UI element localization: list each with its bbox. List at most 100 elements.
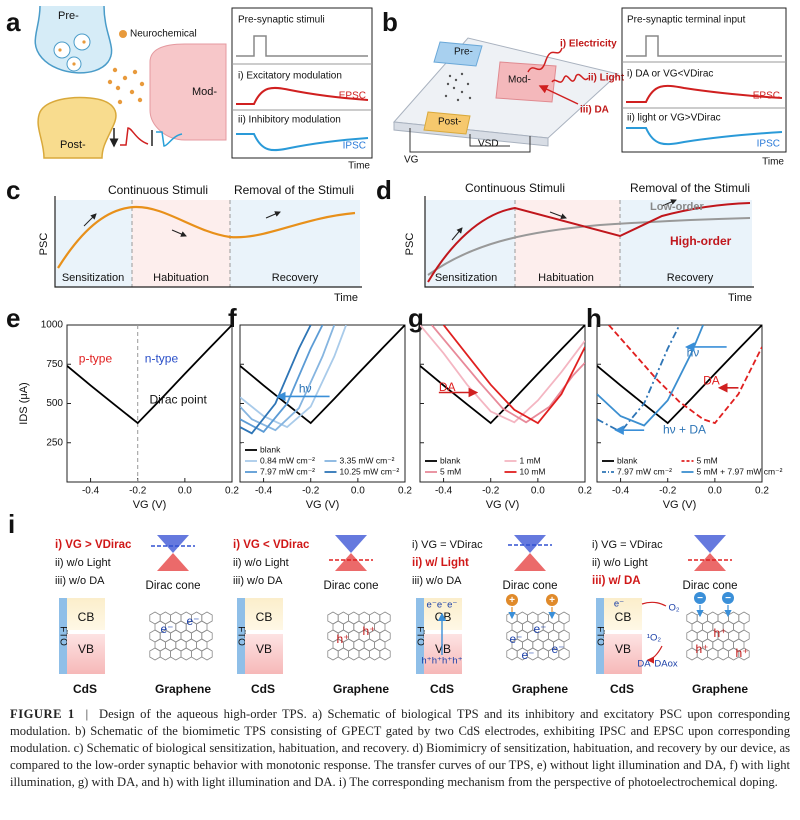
label-excitatory: i) Excitatory modulation <box>238 71 342 82</box>
label-post: Post- <box>60 139 86 151</box>
epsc-trace <box>626 84 783 103</box>
phase-label: Sensitization <box>62 272 124 284</box>
series-line <box>431 325 585 424</box>
cds-carrier: O₂ <box>668 603 679 614</box>
graphene-carrier: e⁻ <box>186 614 199 628</box>
graphene-carrier: e⁻ <box>509 632 522 646</box>
trend-arrow <box>171 229 187 237</box>
x-tick-label: -0.4 <box>82 486 100 497</box>
annotation: Dirac point <box>150 393 208 407</box>
graphene-hex <box>159 647 172 661</box>
vb-label: VB <box>256 642 272 656</box>
label-time: Time <box>348 161 370 172</box>
phase-band <box>425 200 515 287</box>
psc-icons <box>109 127 183 148</box>
label-electricity: i) Electricity <box>560 39 617 50</box>
fto-bar <box>237 598 245 674</box>
cone-top <box>514 535 546 553</box>
legend-label: 7.97 mW cm⁻² <box>617 466 672 476</box>
graphene-title: Graphene <box>692 682 748 696</box>
caption-label: FIGURE 1 <box>10 707 75 721</box>
cds-carrier: ¹O₂ <box>647 633 662 644</box>
graphene-hex <box>379 647 391 661</box>
label-vg: VG <box>404 155 419 166</box>
chart: -0.4 -0.2 0.0 0.2 250 500 750 1000 VG (V) IDS (μA… <box>18 320 239 511</box>
x-tick-label: 0.2 <box>578 486 592 497</box>
cone-top <box>335 535 367 553</box>
trend-arrow <box>265 211 281 219</box>
pre-electrode <box>433 41 483 67</box>
condition-line: ii) w/o Light <box>233 557 289 569</box>
phase-band <box>620 200 752 287</box>
label-da: iii) DA <box>580 105 609 116</box>
phase-label: Recovery <box>272 272 319 284</box>
legend-dot <box>119 30 127 38</box>
legend-label: 3.35 mW cm⁻² <box>340 455 395 465</box>
x-axis-label: VG (V) <box>663 499 697 511</box>
vb-label: VB <box>78 642 94 656</box>
light-wave <box>551 73 589 83</box>
graphene-carrier: e⁻ <box>160 622 173 636</box>
phase-label: Sensitization <box>435 272 497 284</box>
series-line <box>420 325 585 425</box>
cb-label: CB <box>615 610 632 624</box>
ipsc-trace <box>236 133 369 152</box>
ipsc-trace <box>626 127 783 146</box>
label-vsd: VSD <box>478 139 499 150</box>
x-tick-label: -0.2 <box>302 486 320 497</box>
graphene-carrier: h⁺ <box>713 626 726 640</box>
post-electrode <box>423 111 471 135</box>
graphene-hex <box>201 647 213 661</box>
legend-label: 5 mM + 7.97 mW cm⁻² <box>697 466 783 476</box>
cone-top <box>694 535 726 553</box>
label-ipsc: IPSC <box>757 139 780 150</box>
label-condition: ii) light or VG>VDirac <box>627 113 721 124</box>
psc-curve <box>57 205 356 269</box>
cone-label: Dirac cone <box>146 580 201 592</box>
annotation: DA <box>703 374 720 388</box>
figure: a Pre- Neurochemical Mod- Post- Pre-syna… <box>6 5 787 696</box>
label-stimuli: Pre-synaptic stimuli <box>238 15 325 26</box>
axis-label: Time <box>334 292 358 304</box>
panel-letter: a <box>6 7 21 37</box>
x-tick-label: -0.2 <box>482 486 500 497</box>
graphene-channel <box>444 72 472 102</box>
phase-label: Habituation <box>538 272 594 284</box>
chart: -0.4 -0.2 0.0 0.2 VG (V) DA blank 1 mM 5 mM 10 mM <box>419 324 592 511</box>
annotation: hν <box>299 382 312 396</box>
trend-arrow <box>549 211 567 220</box>
legend-label: blank <box>617 455 638 465</box>
cds-carrier: e⁻e⁻e⁻ <box>427 600 458 611</box>
condition-line: iii) w/o DA <box>233 575 283 587</box>
panel-letter: f <box>228 303 237 333</box>
mechanism-column: i) VG > VDirac ii) w/o Light iii) w/o DA Di… <box>55 535 213 696</box>
vb-label: VB <box>435 642 451 656</box>
graphene-hex <box>558 647 570 661</box>
condition-line: i) VG = VDirac <box>412 539 483 551</box>
cone-bottom <box>694 553 726 571</box>
panel-letter: i <box>8 509 15 539</box>
fto-bar <box>596 598 604 674</box>
graphene-hex <box>506 647 518 661</box>
panel-letter: g <box>408 303 424 333</box>
y-axis-label: IDS (μA) <box>18 382 30 424</box>
annotation: hν + DA <box>663 422 706 436</box>
x-tick-label: 0.0 <box>708 486 722 497</box>
y-tick-label: 500 <box>46 398 63 409</box>
cone-bottom <box>157 553 189 571</box>
series-line <box>597 325 704 427</box>
label-removal: Removal of the Stimuli <box>630 181 750 195</box>
cds-title: CdS <box>251 682 275 696</box>
axes <box>424 196 754 288</box>
legend-label: 10.25 mW cm⁻² <box>340 466 400 476</box>
condition-line: ii) w/o Light <box>592 557 648 569</box>
vb-box <box>604 634 642 674</box>
cds-title: CdS <box>73 682 97 696</box>
cone-top <box>157 535 189 553</box>
label-neurochemical: Neurochemical <box>130 29 197 40</box>
legend-label: blank <box>260 444 281 454</box>
x-tick-label: -0.2 <box>129 486 147 497</box>
label-post: Post- <box>438 117 461 128</box>
axis-label: PSC <box>38 233 50 256</box>
